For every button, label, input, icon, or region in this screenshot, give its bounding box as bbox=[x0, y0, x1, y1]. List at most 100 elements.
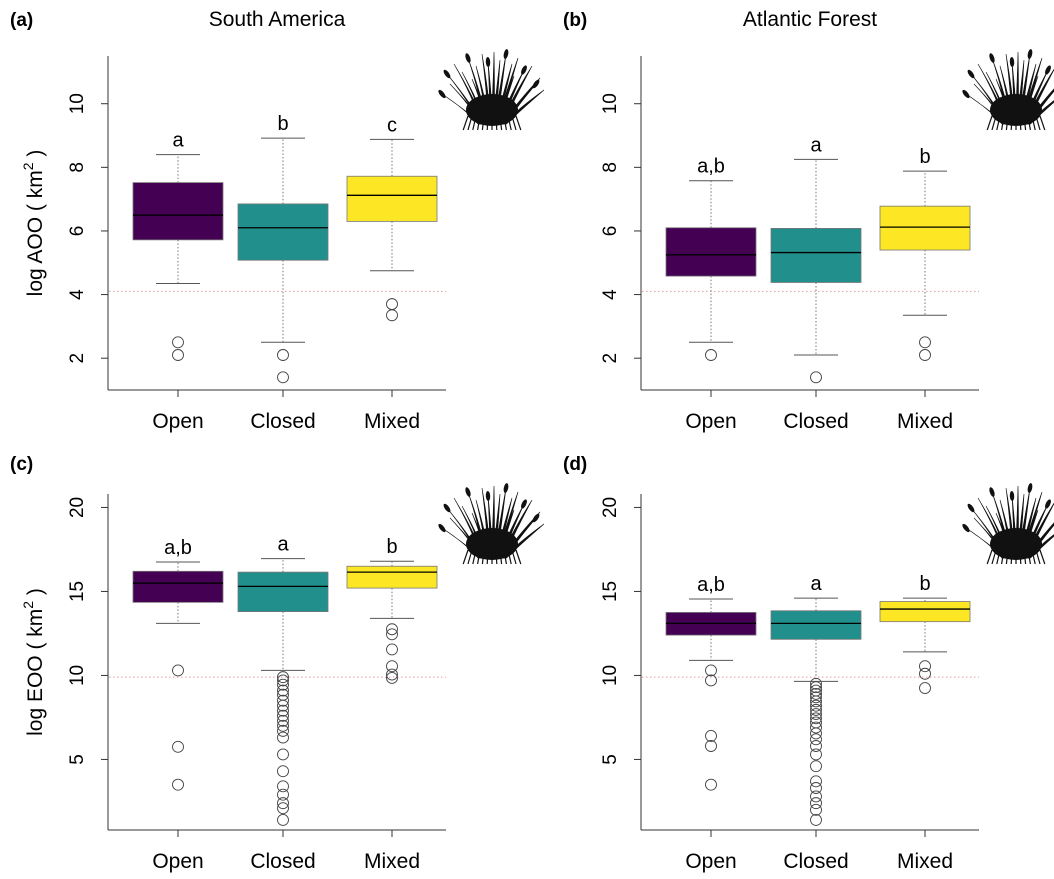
outlier-point bbox=[810, 803, 822, 816]
outlier-point bbox=[172, 349, 184, 361]
iqr-box bbox=[132, 182, 224, 241]
panel-label: (d) bbox=[563, 454, 587, 475]
outlier-point bbox=[277, 797, 289, 810]
panel-label: (a) bbox=[10, 10, 33, 31]
y-tick-label: 8 bbox=[600, 162, 621, 173]
significance-letter: a,b bbox=[164, 537, 192, 559]
x-tick-label-open: Open bbox=[152, 850, 203, 873]
box-mixed: c bbox=[346, 114, 438, 322]
outlier-point bbox=[919, 660, 931, 673]
box-closed: a bbox=[770, 134, 862, 384]
outlier-point bbox=[810, 677, 822, 690]
outlier-point bbox=[810, 371, 822, 384]
outlier-point bbox=[810, 782, 822, 794]
outlier-point bbox=[172, 664, 184, 677]
outlier-point bbox=[705, 674, 717, 687]
outlier-point bbox=[277, 748, 289, 761]
grass-silhouette-icon bbox=[962, 483, 1054, 565]
iqr-box bbox=[132, 570, 224, 603]
box-closed: a bbox=[237, 534, 329, 826]
outlier-point bbox=[277, 671, 289, 684]
outlier-point bbox=[386, 660, 398, 673]
significance-letter: b bbox=[277, 113, 288, 135]
outlier-point bbox=[810, 760, 822, 773]
iqr-box bbox=[770, 228, 862, 283]
y-tick-label: 8 bbox=[67, 162, 88, 173]
x-tick-label-open: Open bbox=[685, 850, 736, 873]
x-tick-label-open: Open bbox=[152, 410, 203, 433]
outlier-point bbox=[705, 729, 717, 742]
iqr-box bbox=[237, 203, 329, 261]
outlier-point bbox=[810, 691, 822, 704]
outlier-point bbox=[277, 349, 289, 361]
outlier-point bbox=[277, 709, 289, 722]
outlier-point bbox=[810, 695, 822, 708]
significance-letter: a bbox=[277, 534, 289, 556]
outlier-point bbox=[277, 813, 289, 826]
outlier-point bbox=[277, 765, 289, 778]
y-tick-label: 4 bbox=[600, 289, 621, 300]
y-tick-label: 10 bbox=[600, 665, 621, 686]
x-tick-label-closed: Closed bbox=[250, 850, 315, 873]
outlier-point bbox=[810, 797, 822, 810]
outlier-point bbox=[172, 740, 184, 753]
outlier-point bbox=[277, 714, 289, 727]
outlier-point bbox=[277, 788, 289, 801]
panel-b: (b) Atlantic Forest 2 4 6 8 10 Open Closed Mixed a… bbox=[563, 8, 1054, 433]
y-tick-label: 5 bbox=[67, 754, 88, 765]
y-tick-label: 10 bbox=[67, 665, 88, 686]
outlier-point bbox=[277, 678, 289, 691]
outlier-point bbox=[386, 623, 398, 636]
significance-letter: b bbox=[386, 536, 397, 558]
box-open: a bbox=[132, 130, 224, 361]
y-tick-label: 2 bbox=[67, 353, 88, 364]
iqr-box bbox=[770, 610, 862, 640]
y-tick-label: 15 bbox=[67, 581, 88, 602]
y-tick-label: 15 bbox=[600, 581, 621, 602]
outlier-point bbox=[277, 674, 289, 687]
box-mixed: b bbox=[879, 573, 971, 694]
grass-silhouette-icon bbox=[962, 49, 1054, 131]
iqr-box bbox=[879, 601, 971, 623]
outlier-point bbox=[277, 704, 289, 717]
outlier-point bbox=[386, 668, 398, 681]
y-tick-label: 6 bbox=[67, 226, 88, 237]
panel-a: (a) South America 2 4 6 8 10 log AOO ( km2 ) Ope… bbox=[10, 8, 545, 433]
y-tick-label: 5 bbox=[600, 754, 621, 765]
panel-c: (c) 5 10 15 20 log EOO ( km2 ) Open Closed Mixed… bbox=[10, 454, 545, 873]
outlier-point bbox=[810, 727, 822, 740]
x-tick-label-mixed: Mixed bbox=[364, 850, 420, 873]
y-tick-label: 2 bbox=[600, 353, 621, 364]
iqr-box bbox=[665, 227, 757, 277]
outlier-point bbox=[705, 740, 717, 752]
outlier-point bbox=[386, 298, 398, 311]
box-mixed: b bbox=[879, 146, 971, 361]
x-tick-label-closed: Closed bbox=[783, 850, 848, 873]
significance-letter: a,b bbox=[697, 156, 725, 178]
outlier-point bbox=[172, 336, 184, 349]
iqr-box bbox=[879, 205, 971, 251]
significance-letter: b bbox=[919, 573, 930, 595]
outlier-point bbox=[705, 664, 717, 677]
outlier-point bbox=[810, 687, 822, 700]
box-closed: a bbox=[770, 573, 862, 826]
outlier-point bbox=[277, 694, 289, 707]
outlier-point bbox=[277, 699, 289, 712]
x-tick-label-closed: Closed bbox=[250, 410, 315, 433]
x-tick-label-open: Open bbox=[685, 410, 736, 433]
panel-label: (c) bbox=[10, 454, 33, 475]
y-tick-label: 10 bbox=[67, 93, 88, 114]
outlier-point bbox=[277, 371, 289, 384]
outlier-point bbox=[277, 780, 289, 793]
iqr-box bbox=[346, 565, 438, 589]
outlier-point bbox=[277, 724, 289, 737]
x-tick-label-mixed: Mixed bbox=[897, 850, 953, 873]
panel-title: Atlantic Forest bbox=[743, 8, 877, 31]
iqr-box bbox=[237, 571, 329, 612]
panel-title: South America bbox=[209, 8, 346, 31]
outlier-point bbox=[919, 349, 931, 361]
grass-silhouette-icon bbox=[438, 483, 545, 565]
outlier-point bbox=[810, 708, 822, 721]
outlier-point bbox=[919, 682, 931, 694]
outlier-point bbox=[810, 703, 822, 716]
